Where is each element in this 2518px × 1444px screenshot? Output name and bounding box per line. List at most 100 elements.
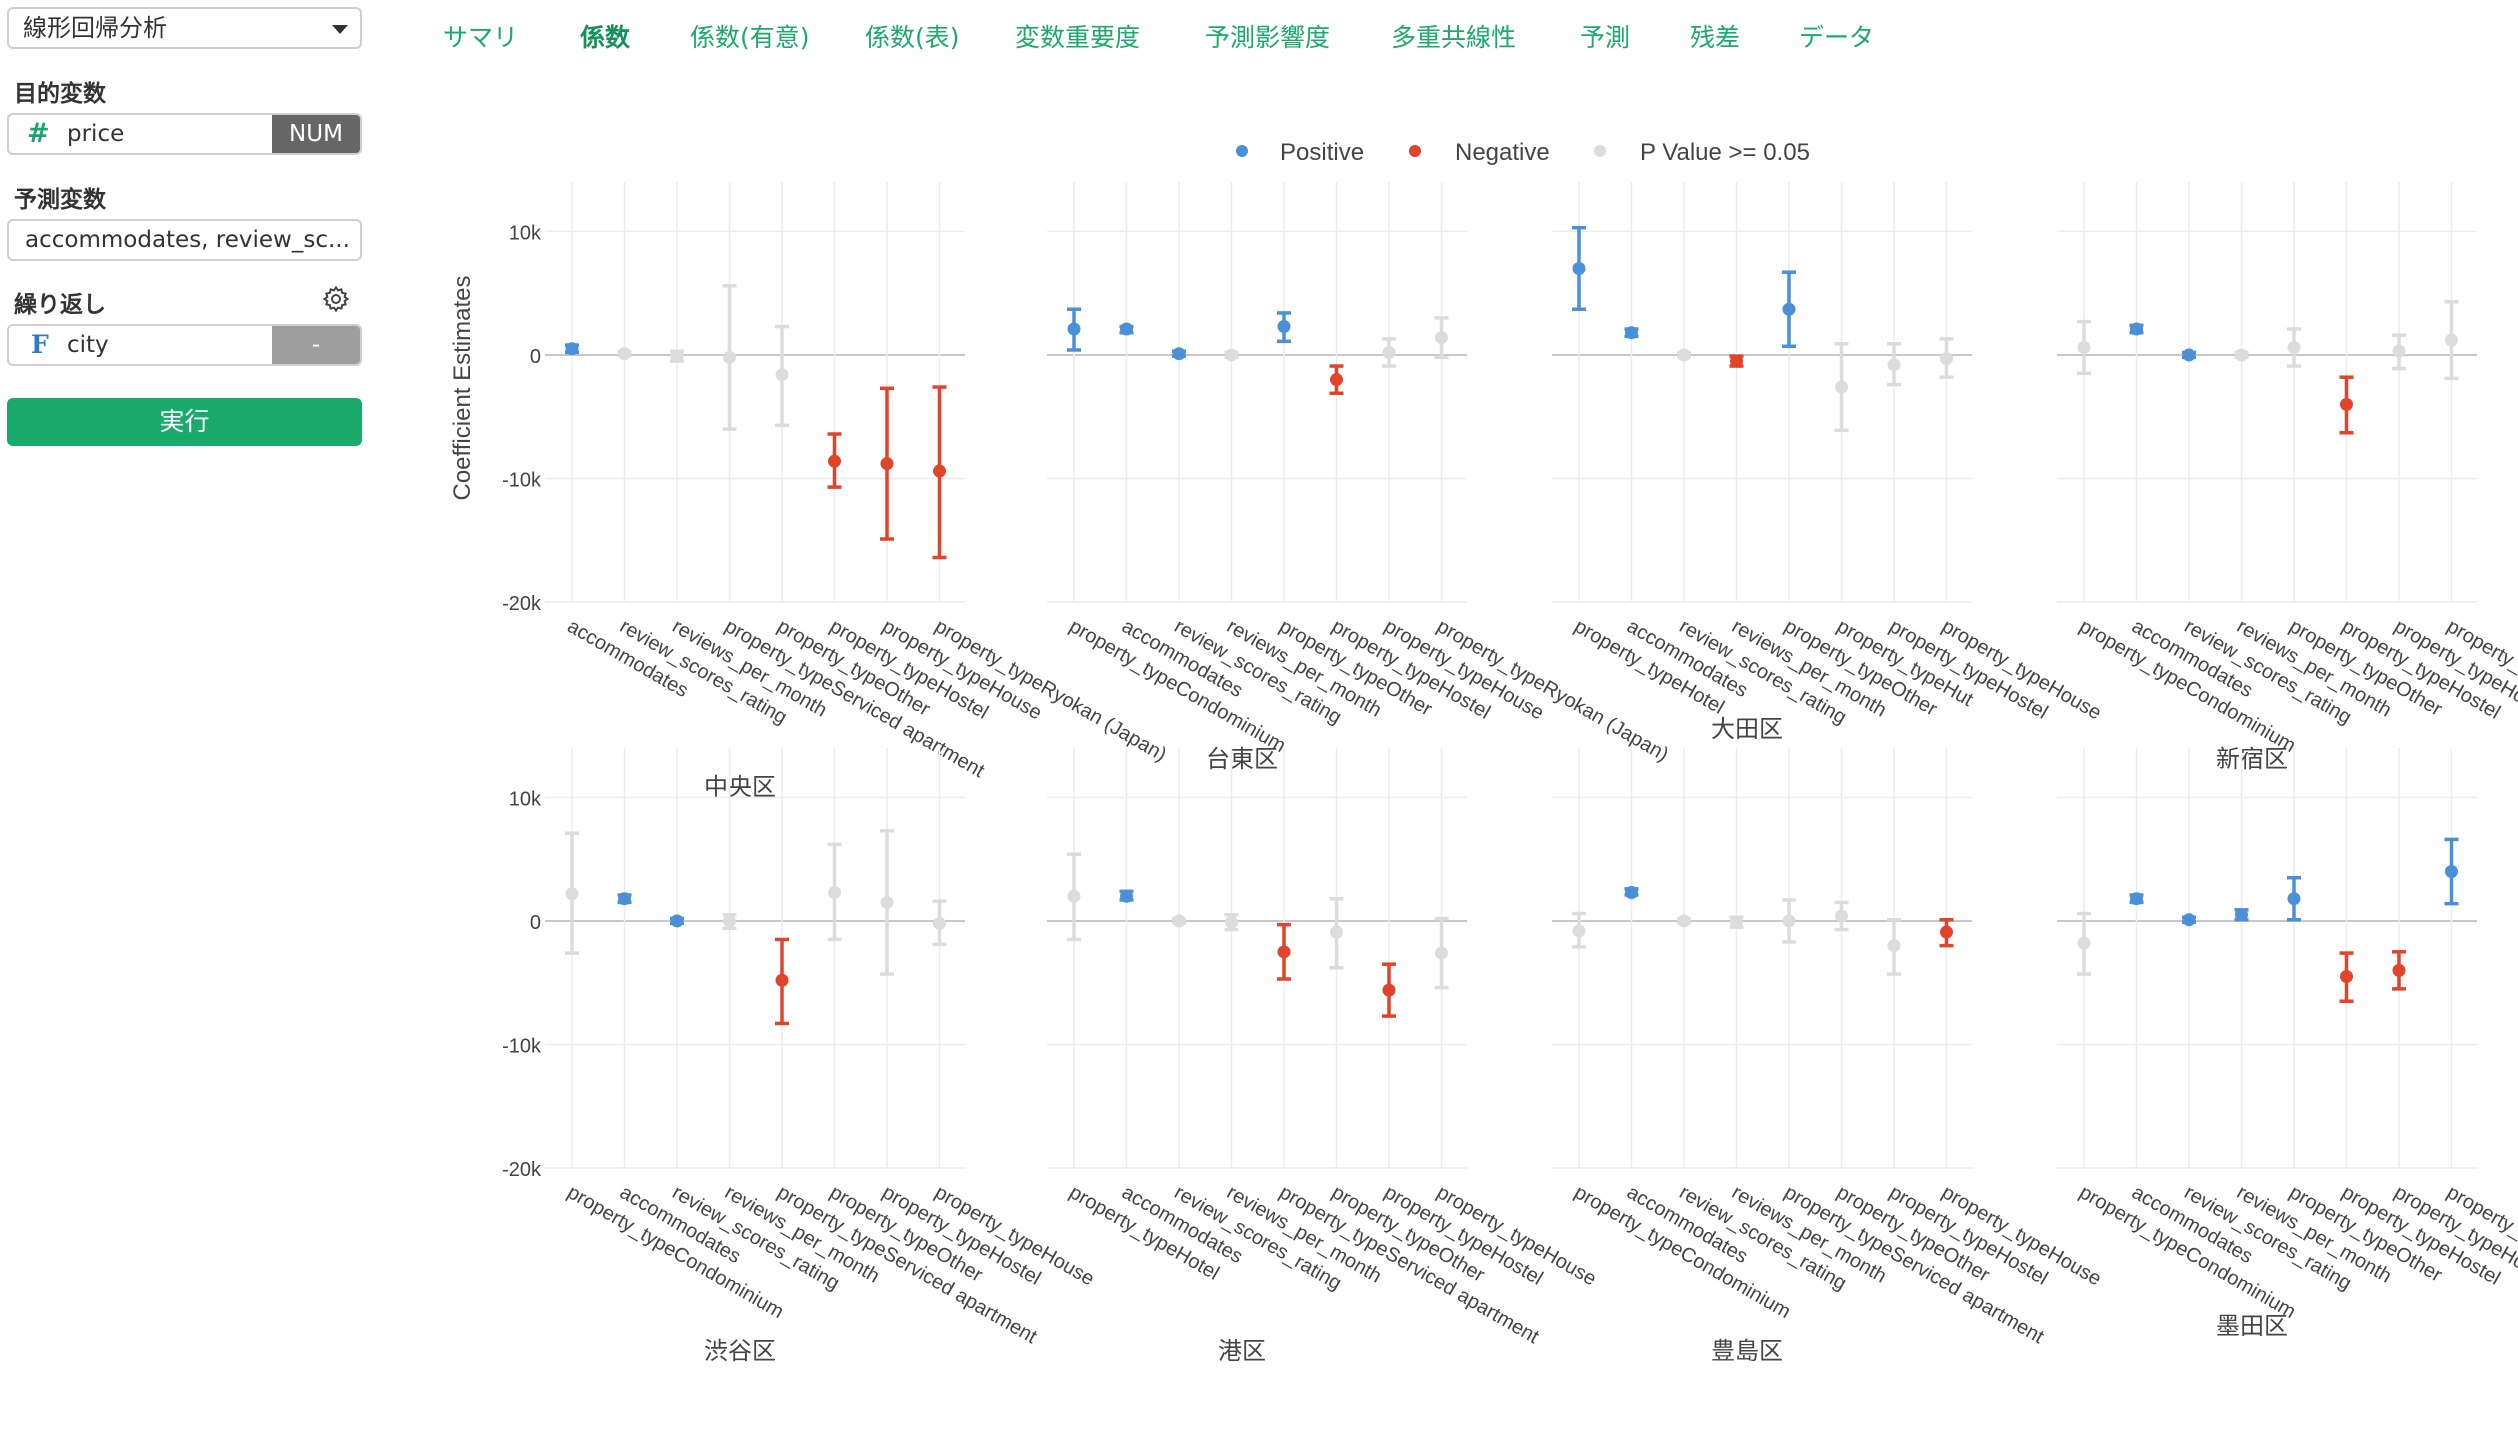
coefficient-point — [1625, 886, 1638, 900]
tab-prediction[interactable]: 予測 — [1580, 23, 1631, 52]
coefficient-point — [1435, 331, 1448, 345]
coefficient-point — [2287, 341, 2301, 355]
y-tick-label: 0 — [530, 912, 541, 934]
coefficient-point — [775, 368, 789, 382]
y-tick-label: 0 — [530, 346, 541, 368]
panel-title: 港区 — [1218, 1338, 1266, 1365]
coefficient-point — [828, 454, 841, 468]
chevron-down-icon — [332, 25, 348, 34]
repeat-by-value: city — [67, 332, 109, 358]
coefficient-point — [1225, 348, 1238, 362]
legend-not-significant-marker — [1594, 145, 1606, 157]
coefficient-point — [1330, 373, 1343, 387]
coefficient-point — [880, 457, 894, 471]
repeat-by-label: 繰り返し — [14, 292, 106, 318]
tab-multicollinearity[interactable]: 多重共線性 — [1391, 23, 1517, 52]
chart-panel: property_typeHotelaccommodatesreview_sco… — [1047, 748, 1600, 1365]
coefficient-point — [618, 347, 631, 361]
y-tick-label: -20k — [502, 593, 542, 615]
coefficient-point — [1172, 347, 1186, 361]
chart-panel: 10k0-10k-20kproperty_typeCondominiumacco… — [502, 748, 1098, 1365]
chart-panel: 10k0-10k-20kaccommodatesreview_scores_ra… — [502, 182, 1170, 801]
coefficient-point — [723, 914, 736, 928]
coefficient-point — [1572, 261, 1586, 275]
y-tick-label: -10k — [502, 1035, 542, 1057]
coefficient-point — [565, 342, 579, 356]
chart-panel: property_typeCondominiumaccommodatesrevi… — [1552, 748, 2105, 1365]
tab-summary[interactable]: サマリ — [443, 23, 519, 52]
coefficient-point — [1835, 380, 1848, 394]
coefficient-point — [2340, 397, 2353, 411]
predictor-variables-field[interactable]: accommodates, review_sc... — [7, 219, 362, 261]
coefficient-point — [2130, 892, 2143, 906]
analysis-type-value: 線形回帰分析 — [23, 14, 167, 42]
chart-panels: 10k0-10k-20kaccommodatesreview_scores_ra… — [502, 182, 2518, 1365]
coefficient-point — [1835, 909, 1848, 923]
target-variable-label: 目的変数 — [14, 81, 106, 107]
tab-coefficients-significant[interactable]: 係数(有意) — [690, 23, 810, 52]
predictor-variables-label: 予測変数 — [14, 187, 106, 213]
legend-not-significant-label: P Value >= 0.05 — [1640, 139, 1810, 166]
legend-positive-label: Positive — [1280, 139, 1364, 166]
coefficient-point — [1277, 945, 1291, 959]
analysis-type-select[interactable]: 線形回帰分析 — [7, 7, 362, 49]
tab-coefficients-table[interactable]: 係数(表) — [865, 23, 960, 52]
repeat-by-field[interactable]: F city - — [7, 324, 362, 366]
panel-title: 台東区 — [1206, 746, 1278, 773]
gear-icon[interactable] — [321, 284, 351, 314]
tab-data[interactable]: データ — [1799, 23, 1875, 52]
coefficient-point — [2077, 936, 2091, 950]
coefficient-point — [828, 886, 841, 900]
coefficient-point — [1677, 914, 1691, 928]
coefficient-point — [618, 892, 631, 906]
y-tick-label: 10k — [509, 222, 542, 244]
coefficient-point — [1120, 889, 1133, 903]
coefficient-point — [1382, 983, 1396, 997]
left-panel: 線形回帰分析 目的変数 # price NUM 予測変数 accommodate… — [0, 0, 375, 1444]
target-variable-value: price — [67, 121, 125, 147]
coefficient-point — [1172, 914, 1186, 928]
tab-residuals[interactable]: 残差 — [1690, 23, 1741, 52]
coefficient-point — [1572, 924, 1586, 938]
repeat-type-badge[interactable]: - — [272, 326, 360, 364]
coefficient-point — [933, 916, 946, 930]
y-tick-label: -20k — [502, 1159, 542, 1181]
tab-prediction-impact[interactable]: 予測影響度 — [1205, 23, 1331, 52]
coefficient-point — [1730, 354, 1743, 368]
coefficient-point — [2392, 963, 2406, 977]
coefficient-point — [723, 350, 736, 364]
panel-title: 中央区 — [704, 774, 776, 801]
coefficient-point — [2340, 970, 2353, 984]
coefficient-point — [2182, 348, 2196, 362]
target-type-badge[interactable]: NUM — [272, 115, 360, 153]
run-button[interactable]: 実行 — [7, 398, 362, 446]
coefficient-point — [2235, 348, 2248, 362]
coefficient-point — [2182, 913, 2196, 927]
coefficient-point — [670, 349, 684, 363]
factor-f-icon: F — [31, 330, 49, 359]
y-tick-label: -10k — [502, 469, 542, 491]
coefficient-point — [1625, 326, 1638, 340]
coefficient-point — [565, 887, 579, 901]
coefficient-point — [1120, 322, 1133, 336]
coefficient-point — [1277, 320, 1291, 334]
target-variable-field[interactable]: # price NUM — [7, 113, 362, 155]
legend-positive-marker — [1236, 145, 1248, 157]
coefficient-point — [2445, 333, 2458, 347]
chart-legend: Positive Negative P Value >= 0.05 — [1236, 139, 1810, 166]
tab-coefficients[interactable]: 係数 — [580, 23, 631, 52]
panel-title: 墨田区 — [2216, 1313, 2288, 1340]
tab-variable-importance[interactable]: 変数重要度 — [1015, 23, 1141, 52]
panel-title: 大田区 — [1711, 716, 1783, 743]
coefficient-point — [1940, 352, 1953, 366]
coefficient-point — [1887, 939, 1901, 953]
coefficient-point — [1782, 914, 1796, 928]
coefficient-point — [1225, 915, 1238, 929]
chart-panel: property_typeHotelaccommodatesreview_sco… — [1552, 182, 2105, 743]
coefficient-point — [1730, 915, 1743, 929]
coefficient-point — [1330, 925, 1343, 939]
numeric-hash-icon: # — [27, 118, 50, 149]
coefficient-point — [1940, 925, 1953, 939]
chart-panel: property_typeCondominiumaccommodatesrevi… — [2057, 182, 2518, 773]
coefficient-point — [2077, 341, 2091, 355]
